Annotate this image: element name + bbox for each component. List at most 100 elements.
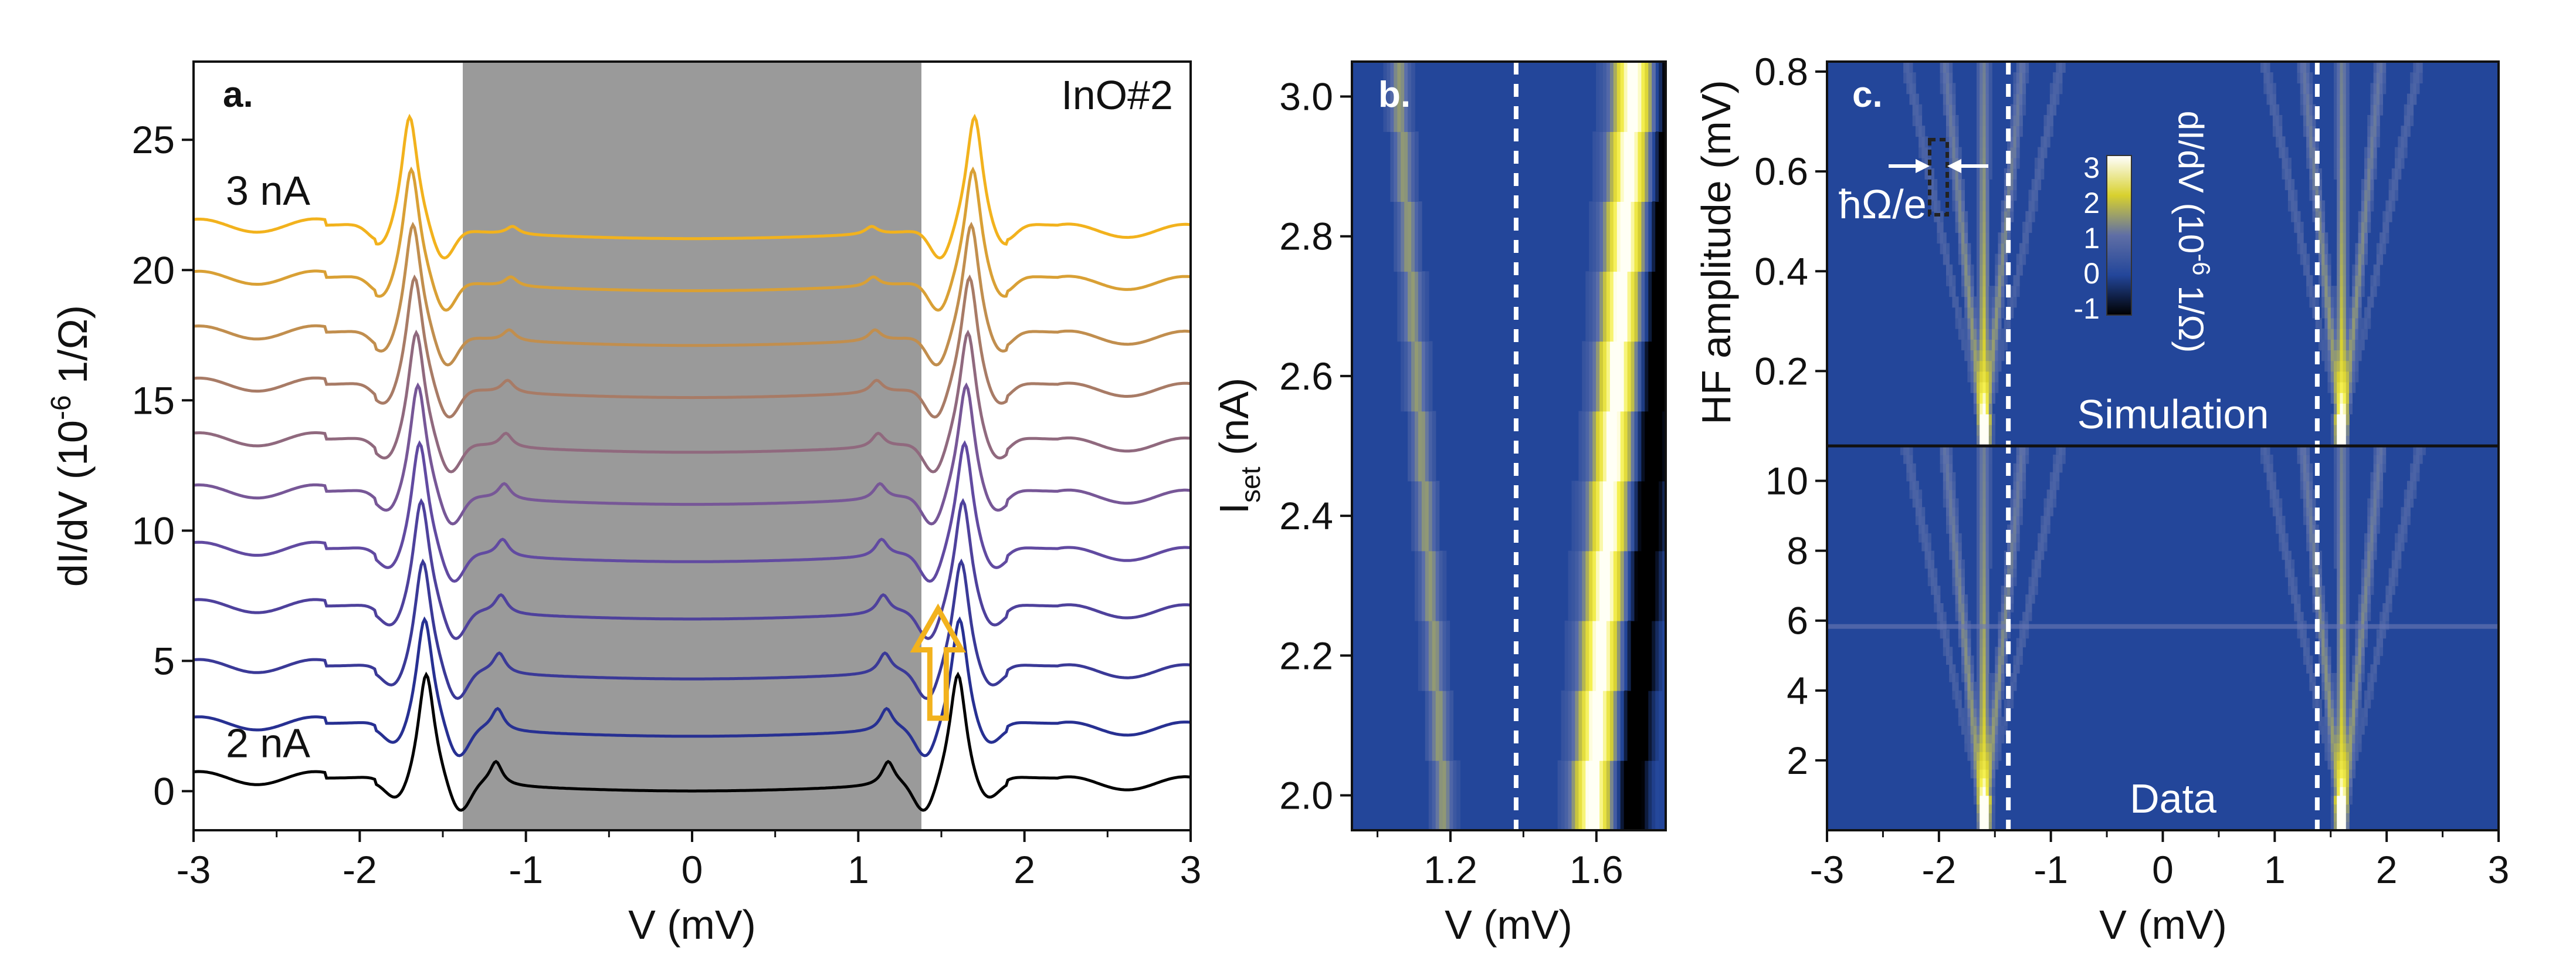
heatmap-b-cell (1659, 481, 1663, 552)
data-cell (1909, 463, 1913, 473)
sim-cell (2373, 168, 2377, 180)
sim-cell (1906, 72, 1910, 84)
sim-cell (2324, 275, 2328, 286)
sim-cell (2340, 157, 2344, 169)
sim-cell (2318, 339, 2322, 351)
data-cell (1903, 454, 1907, 464)
data-cell (1980, 454, 1984, 464)
sim-cell (1985, 179, 1989, 191)
sim-cell (2343, 286, 2347, 297)
data-cell (2004, 586, 2008, 595)
sim-cell (1958, 200, 1962, 212)
data-cell (1952, 498, 1956, 508)
data-cell (1952, 690, 1956, 700)
data-cell (2345, 489, 2350, 499)
sim-cell (1977, 424, 1980, 436)
heatmap-b-cell (1428, 550, 1433, 621)
heatmap-b-cell (1578, 411, 1583, 482)
sim-cell (1949, 275, 1953, 286)
sim-cell (1977, 317, 1980, 329)
sim-cell (1998, 275, 2002, 286)
data-cell (1973, 777, 1977, 787)
sim-cell (1985, 403, 1989, 415)
sim-cell (2022, 83, 2026, 94)
heatmap-b-cell (1599, 690, 1604, 761)
heatmap-b-cell (1592, 620, 1597, 691)
data-cell (1967, 681, 1971, 691)
data-cell (1977, 699, 1980, 709)
heatmap-b-cell (1575, 690, 1580, 761)
data-cell (1982, 586, 1987, 595)
sim-cell (1995, 317, 1999, 329)
data-cell (1970, 716, 1974, 726)
data-cell (2269, 454, 2273, 464)
data-cell (1985, 655, 1989, 665)
data-cell (2334, 734, 2337, 743)
heatmap-b-cell (1571, 481, 1576, 552)
data-cell (2376, 463, 2380, 473)
data-cell (2345, 681, 2350, 691)
data-cell (2345, 708, 2350, 718)
sim-cell (1952, 275, 1956, 286)
data-cell (1995, 708, 1999, 718)
sim-cell (2315, 317, 2319, 329)
sim-cell (1985, 243, 1989, 255)
sim-cell (1946, 93, 1950, 105)
data-cell (2318, 603, 2322, 613)
sim-cell (2340, 360, 2344, 372)
data-cell (2306, 516, 2310, 525)
sim-cell (2364, 190, 2368, 201)
data-cell (2010, 586, 2014, 595)
y-tick-label-a: 5 (153, 639, 175, 682)
data-cell (1980, 594, 1984, 604)
data-cell (2345, 638, 2350, 648)
data-cell (2345, 533, 2350, 543)
heatmap-b-cell (1606, 760, 1611, 830)
data-cell (2303, 516, 2307, 525)
sim-cell (1995, 360, 1999, 372)
data-cell (2306, 481, 2310, 491)
heatmap-b-cell (1401, 131, 1405, 202)
data-cell (1982, 472, 1987, 482)
sim-cell (1964, 253, 1968, 265)
data-cell (2343, 629, 2347, 639)
data-cell (2330, 725, 2334, 735)
data-cell (1985, 769, 1989, 779)
sim-cell (2025, 211, 2029, 222)
sim-cell (2367, 179, 2371, 191)
sim-cell (2337, 350, 2341, 361)
data-cell (2343, 769, 2347, 779)
data-cell (2041, 542, 2045, 552)
sim-cell (1949, 126, 1953, 137)
data-cell (2013, 516, 2017, 525)
data-cell (2019, 489, 2023, 499)
heatmap-b-cell (1609, 201, 1614, 272)
heatmap-b-cell (1645, 481, 1649, 552)
y-tick-label-a: 20 (132, 248, 175, 292)
sim-cell (1985, 381, 1989, 393)
data-cell (1952, 525, 1956, 534)
data-cell (1980, 760, 1984, 770)
sim-cell (2294, 211, 2298, 222)
data-cell (2334, 813, 2337, 822)
sim-cell (1977, 371, 1980, 383)
sim-cell (2297, 72, 2301, 84)
data-cell (1946, 638, 1950, 648)
data-cell (1973, 769, 1977, 779)
sim-cell (2349, 403, 2353, 415)
data-cell (1946, 472, 1950, 482)
sim-cell (1980, 83, 1984, 94)
data-cell (2312, 489, 2316, 499)
data-cell (1912, 489, 1916, 499)
data-cell (1998, 629, 2002, 639)
data-cell (2355, 734, 2359, 743)
data-cell (2343, 586, 2347, 595)
data-cell (2349, 681, 2353, 691)
sim-cell (2352, 381, 2356, 393)
data-cell (2337, 716, 2341, 726)
data-cell (1952, 550, 1956, 560)
heatmap-b-cell (1606, 411, 1611, 482)
sim-cell (2315, 211, 2319, 222)
data-cell (2034, 550, 2038, 560)
data-cell (1992, 769, 1995, 779)
